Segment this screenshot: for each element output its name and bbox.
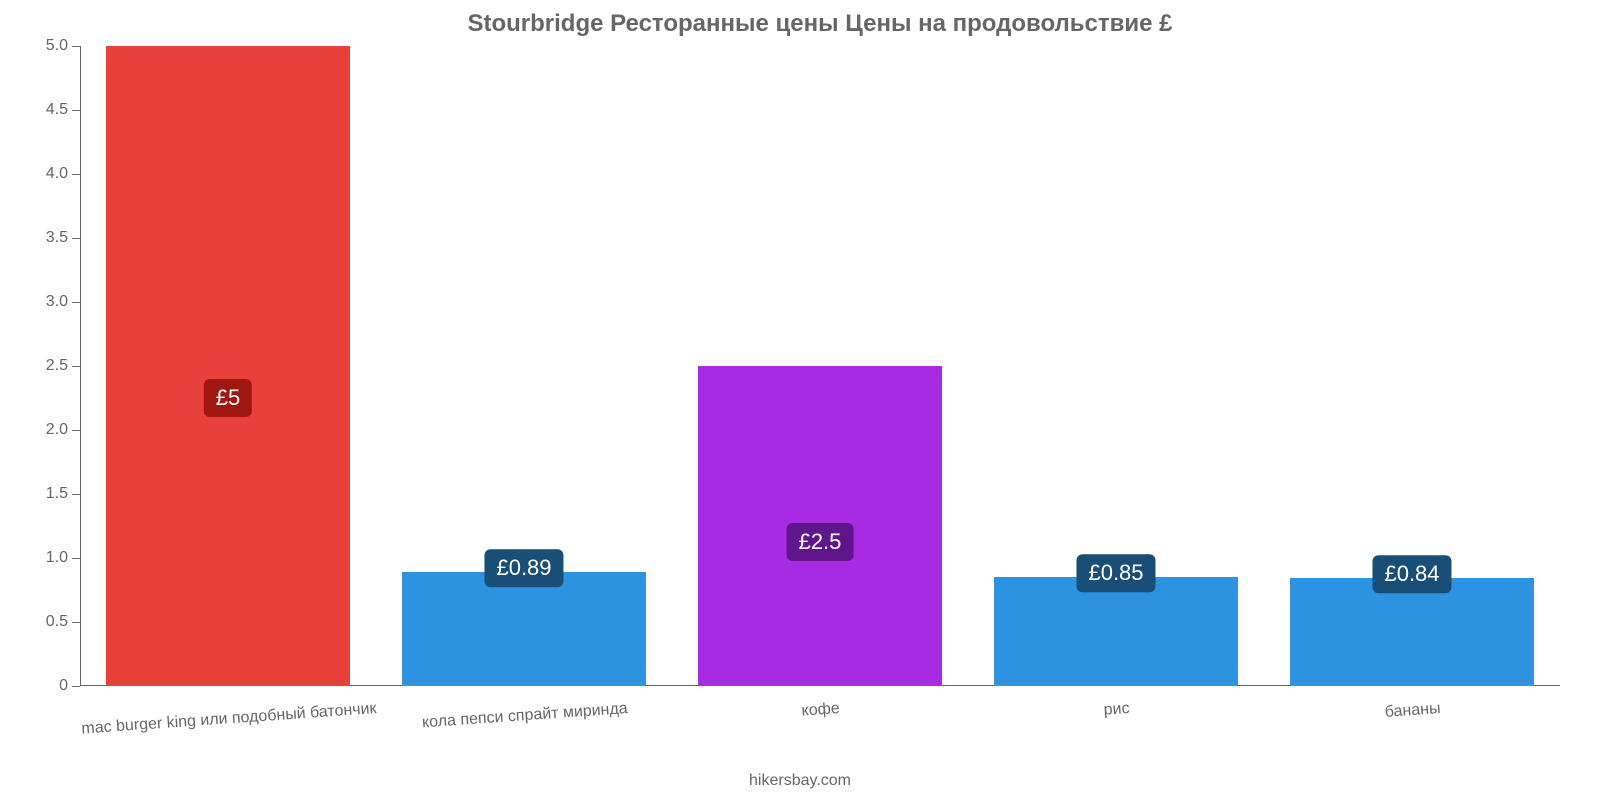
y-tick [72, 238, 80, 239]
y-tick [72, 430, 80, 431]
y-tick [72, 494, 80, 495]
y-tick-label: 1.5 [46, 485, 68, 503]
value-badge: £0.89 [484, 549, 563, 587]
y-tick-label: 2.5 [46, 357, 68, 375]
bar [994, 577, 1238, 686]
y-tick-label: 3.5 [46, 229, 68, 247]
bar [106, 46, 350, 686]
y-tick-label: 5.0 [46, 37, 68, 55]
y-tick [72, 558, 80, 559]
x-category-label: mac burger king или подобный батончик [81, 700, 377, 739]
x-category-label: кола пепси спрайт миринда [421, 700, 628, 732]
attribution-text: hikersbay.com [749, 772, 851, 790]
y-tick [72, 174, 80, 175]
x-category-label: бананы [1384, 700, 1441, 722]
y-tick [72, 366, 80, 367]
y-tick-label: 4.5 [46, 101, 68, 119]
x-category-label: кофе [801, 700, 840, 721]
bar [402, 572, 646, 686]
chart-container: Stourbridge Ресторанные цены Цены на про… [0, 0, 1600, 800]
y-tick [72, 622, 80, 623]
y-tick-label: 1.0 [46, 549, 68, 567]
y-tick-label: 0.5 [46, 613, 68, 631]
plot-area: 00.51.01.52.02.53.03.54.04.55.0£5mac bur… [80, 46, 1560, 686]
chart-title: Stourbridge Ресторанные цены Цены на про… [80, 10, 1560, 38]
y-tick-label: 2.0 [46, 421, 68, 439]
value-badge: £0.85 [1076, 554, 1155, 592]
y-tick-label: 4.0 [46, 165, 68, 183]
bar [1290, 578, 1534, 686]
value-badge: £0.84 [1372, 556, 1451, 594]
value-badge: £5 [204, 379, 252, 417]
x-category-label: рис [1103, 700, 1130, 720]
value-badge: £2.5 [787, 523, 854, 561]
y-tick [72, 686, 80, 687]
y-tick [72, 302, 80, 303]
y-tick [72, 110, 80, 111]
y-axis [80, 46, 81, 686]
y-tick-label: 3.0 [46, 293, 68, 311]
y-tick [72, 46, 80, 47]
y-tick-label: 0 [59, 677, 68, 695]
